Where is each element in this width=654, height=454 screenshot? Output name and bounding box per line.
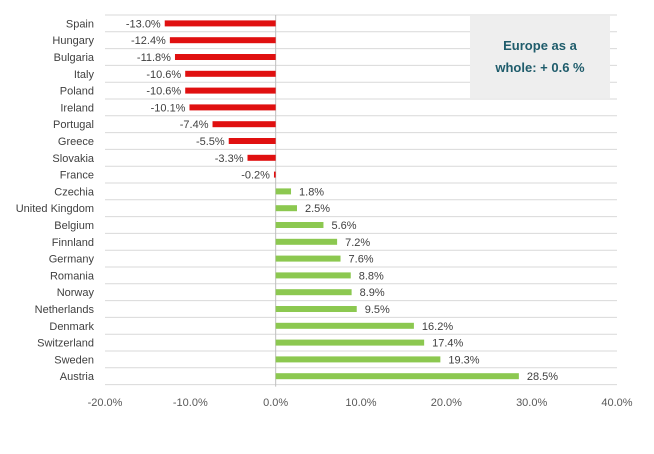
bar bbox=[174, 54, 276, 60]
x-tick-label: 20.0% bbox=[431, 397, 462, 409]
category-label: Austria bbox=[60, 371, 95, 383]
category-label: Germany bbox=[49, 254, 95, 266]
annotation-box: Europe as a whole: + 0.6 % bbox=[470, 16, 610, 98]
data-label: -10.6% bbox=[146, 69, 181, 81]
bar bbox=[169, 37, 276, 44]
x-tick-label: -20.0% bbox=[88, 397, 123, 409]
category-label: Spain bbox=[66, 18, 94, 30]
bar bbox=[189, 104, 276, 111]
bar bbox=[275, 356, 441, 363]
category-label: Italy bbox=[74, 69, 95, 81]
category-label: Romania bbox=[50, 270, 95, 282]
bar bbox=[275, 272, 351, 279]
category-label: Czechia bbox=[54, 186, 95, 198]
data-label: 2.5% bbox=[305, 203, 330, 215]
data-label: -11.8% bbox=[137, 52, 171, 64]
category-label: Denmark bbox=[49, 321, 94, 333]
data-label: -13.0% bbox=[126, 18, 161, 30]
bar bbox=[212, 121, 276, 128]
category-label: Ireland bbox=[60, 102, 94, 114]
category-label: Norway bbox=[57, 287, 95, 299]
bar bbox=[185, 87, 276, 94]
category-label: Slovakia bbox=[52, 153, 94, 165]
category-label: Switzerland bbox=[37, 338, 94, 350]
bar bbox=[247, 154, 276, 161]
bar bbox=[275, 238, 338, 245]
data-label: 19.3% bbox=[448, 354, 479, 366]
data-label: 7.2% bbox=[345, 237, 370, 249]
data-label: -10.1% bbox=[151, 102, 186, 114]
x-tick-label: 0.0% bbox=[263, 397, 288, 409]
bar bbox=[275, 339, 425, 346]
data-label: 9.5% bbox=[365, 304, 390, 316]
x-tick-label: 30.0% bbox=[516, 397, 547, 409]
bar bbox=[275, 188, 292, 195]
bar bbox=[228, 138, 276, 144]
category-label: Poland bbox=[60, 86, 94, 98]
x-tick-label: 40.0% bbox=[601, 397, 632, 409]
category-label: Belgium bbox=[54, 220, 94, 232]
bar bbox=[275, 205, 297, 212]
bar bbox=[164, 20, 276, 27]
bar bbox=[273, 171, 276, 178]
data-label: 17.4% bbox=[432, 338, 463, 350]
category-label: Hungary bbox=[52, 35, 94, 47]
bar bbox=[275, 289, 352, 296]
data-label: -10.6% bbox=[146, 86, 181, 98]
data-label: -3.3% bbox=[215, 153, 244, 165]
data-label: 5.6% bbox=[331, 220, 356, 232]
category-label: Finnland bbox=[52, 237, 94, 249]
annotation-text: Europe as a whole: + 0.6 % bbox=[495, 38, 585, 75]
bar bbox=[275, 306, 357, 312]
data-label: 16.2% bbox=[422, 321, 453, 333]
data-label: 8.9% bbox=[360, 287, 385, 299]
data-label: 28.5% bbox=[527, 371, 558, 383]
bar bbox=[275, 222, 324, 228]
category-label: Sweden bbox=[54, 354, 94, 366]
category-label: Bulgaria bbox=[54, 52, 95, 64]
data-label: -5.5% bbox=[196, 136, 225, 148]
bar bbox=[275, 255, 341, 262]
data-label: 7.6% bbox=[349, 254, 374, 266]
data-label: 8.8% bbox=[359, 270, 384, 282]
bar bbox=[275, 322, 414, 329]
x-tick-label: -10.0% bbox=[173, 397, 208, 409]
data-label: -0.2% bbox=[241, 170, 270, 182]
category-label: Netherlands bbox=[35, 304, 95, 316]
data-label: -12.4% bbox=[131, 35, 166, 47]
bar bbox=[275, 373, 519, 380]
category-label: Portugal bbox=[53, 119, 94, 131]
data-label: -7.4% bbox=[180, 119, 209, 131]
category-label: France bbox=[60, 170, 94, 182]
x-tick-label: 10.0% bbox=[345, 397, 376, 409]
category-label: Greece bbox=[58, 136, 94, 148]
bar bbox=[185, 70, 276, 77]
data-label: 1.8% bbox=[299, 186, 324, 198]
category-label: United Kingdom bbox=[16, 203, 94, 215]
